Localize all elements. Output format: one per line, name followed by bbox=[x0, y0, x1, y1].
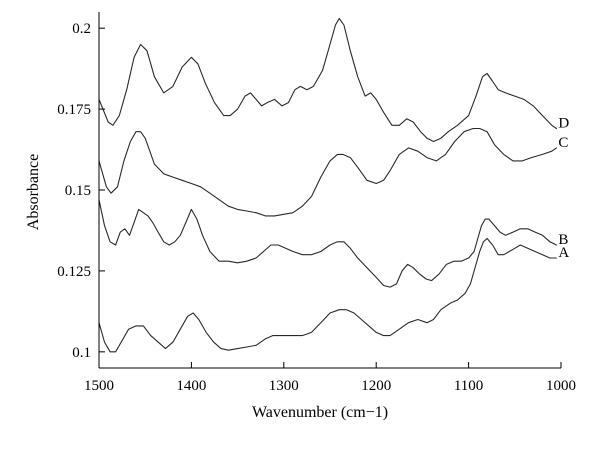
y-axis-label: Absorbance bbox=[25, 154, 42, 230]
series-labels: DC BA bbox=[558, 116, 569, 261]
x-tick-label: 1300 bbox=[269, 378, 299, 394]
series-line-b bbox=[98, 199, 557, 288]
y-tick-label: 0.1 bbox=[72, 345, 91, 361]
y-tick-label: 0.15 bbox=[65, 183, 91, 199]
x-tick-label: 1400 bbox=[176, 378, 206, 394]
series-label-d: D bbox=[558, 116, 569, 132]
series-line-a bbox=[98, 237, 557, 353]
x-axis-label: Wavenumber (cm−1) bbox=[252, 404, 388, 421]
y-tick-label: 0.2 bbox=[72, 21, 91, 37]
series-label-c: C bbox=[558, 135, 568, 151]
y-ticks: 0.1 0.125 0.15 0.175 0.2 bbox=[57, 21, 105, 361]
y-tick-label: 0.175 bbox=[57, 102, 91, 118]
x-tick-label: 1000 bbox=[546, 378, 576, 394]
series-line-d bbox=[98, 17, 557, 143]
x-tick-label: 1500 bbox=[84, 378, 114, 394]
x-ticks: 1500 1400 1300 1200 1100 1000 bbox=[84, 362, 576, 394]
series-label-a: A bbox=[558, 245, 569, 261]
x-tick-label: 1100 bbox=[454, 378, 483, 394]
series-label-b: B bbox=[558, 232, 568, 248]
y-tick-label: 0.125 bbox=[57, 264, 91, 280]
x-tick-label: 1200 bbox=[361, 378, 391, 394]
axes-layer bbox=[98, 12, 561, 369]
series-layer bbox=[98, 17, 557, 353]
series-line-c bbox=[98, 127, 557, 217]
